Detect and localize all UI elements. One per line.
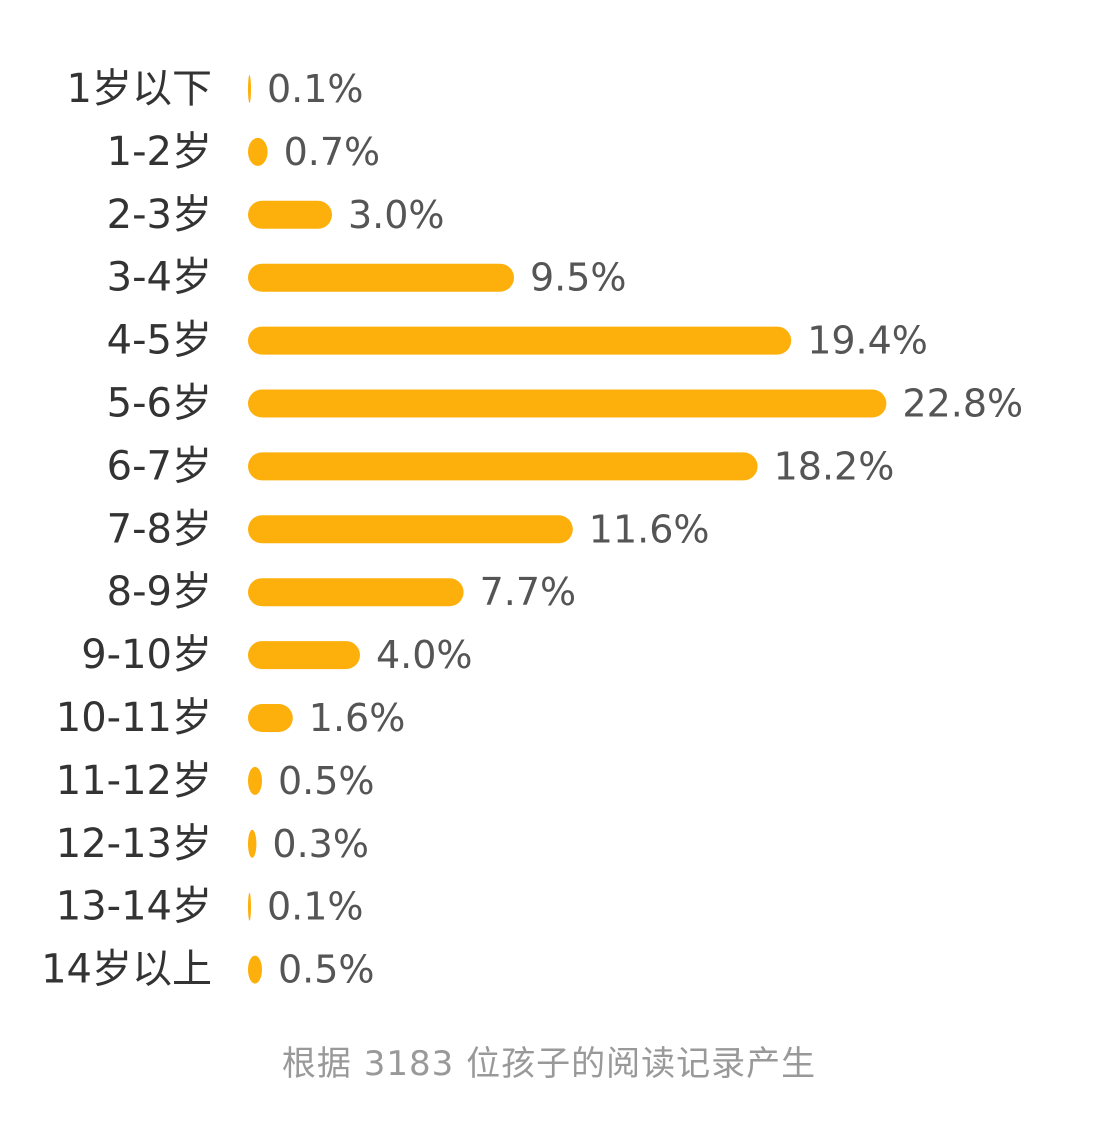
value-label: 0.5% xyxy=(278,948,375,992)
value-label: 0.5% xyxy=(278,759,375,803)
category-label: 8-9岁 xyxy=(107,569,212,615)
value-label: 3.0% xyxy=(348,193,445,237)
value-label: 0.3% xyxy=(272,822,369,866)
category-label: 14岁以上 xyxy=(41,947,212,993)
bar xyxy=(248,200,332,229)
category-label: 12-13岁 xyxy=(56,821,212,867)
category-label: 13-14岁 xyxy=(56,884,212,930)
category-label: 10-11岁 xyxy=(56,695,212,741)
value-label: 9.5% xyxy=(530,256,627,300)
value-label: 0.7% xyxy=(284,130,381,174)
bar xyxy=(248,263,514,292)
category-label: 9-10岁 xyxy=(81,632,212,678)
value-label: 22.8% xyxy=(902,382,1023,426)
bar xyxy=(248,578,464,607)
value-label: 19.4% xyxy=(807,319,928,363)
category-label: 4-5岁 xyxy=(107,318,212,364)
bar xyxy=(248,829,257,858)
value-label: 1.6% xyxy=(309,696,406,740)
value-label: 4.0% xyxy=(376,633,473,677)
bar xyxy=(248,766,262,795)
category-label: 6-7岁 xyxy=(107,443,212,489)
category-label: 3-4岁 xyxy=(107,255,212,301)
value-label: 0.1% xyxy=(267,885,364,929)
category-label: 1岁以下 xyxy=(67,66,212,112)
value-label: 11.6% xyxy=(589,507,710,551)
bar xyxy=(248,389,887,418)
category-label: 1-2岁 xyxy=(107,129,212,175)
bar xyxy=(248,326,792,355)
footnote: 根据 3183 位孩子的阅读记录产生 xyxy=(281,1044,817,1084)
bar xyxy=(248,75,251,103)
bar xyxy=(248,137,268,166)
value-label: 7.7% xyxy=(480,570,577,614)
category-label: 5-6岁 xyxy=(107,381,212,427)
value-label: 18.2% xyxy=(774,444,895,488)
bar xyxy=(248,704,293,732)
bar xyxy=(248,641,360,670)
category-label: 11-12岁 xyxy=(56,758,212,804)
bar xyxy=(248,955,262,984)
value-label: 0.1% xyxy=(267,67,364,111)
bars-layer: 1岁以下 0.1% 1-2岁 0.7% 2-3岁 3.0% 3-4岁 9.5% 4-5岁 19.4… xyxy=(41,66,1023,993)
category-label: 2-3岁 xyxy=(107,192,212,238)
bar xyxy=(248,515,573,544)
bar xyxy=(248,452,758,481)
category-label: 7-8岁 xyxy=(107,506,212,552)
bar xyxy=(248,892,251,921)
